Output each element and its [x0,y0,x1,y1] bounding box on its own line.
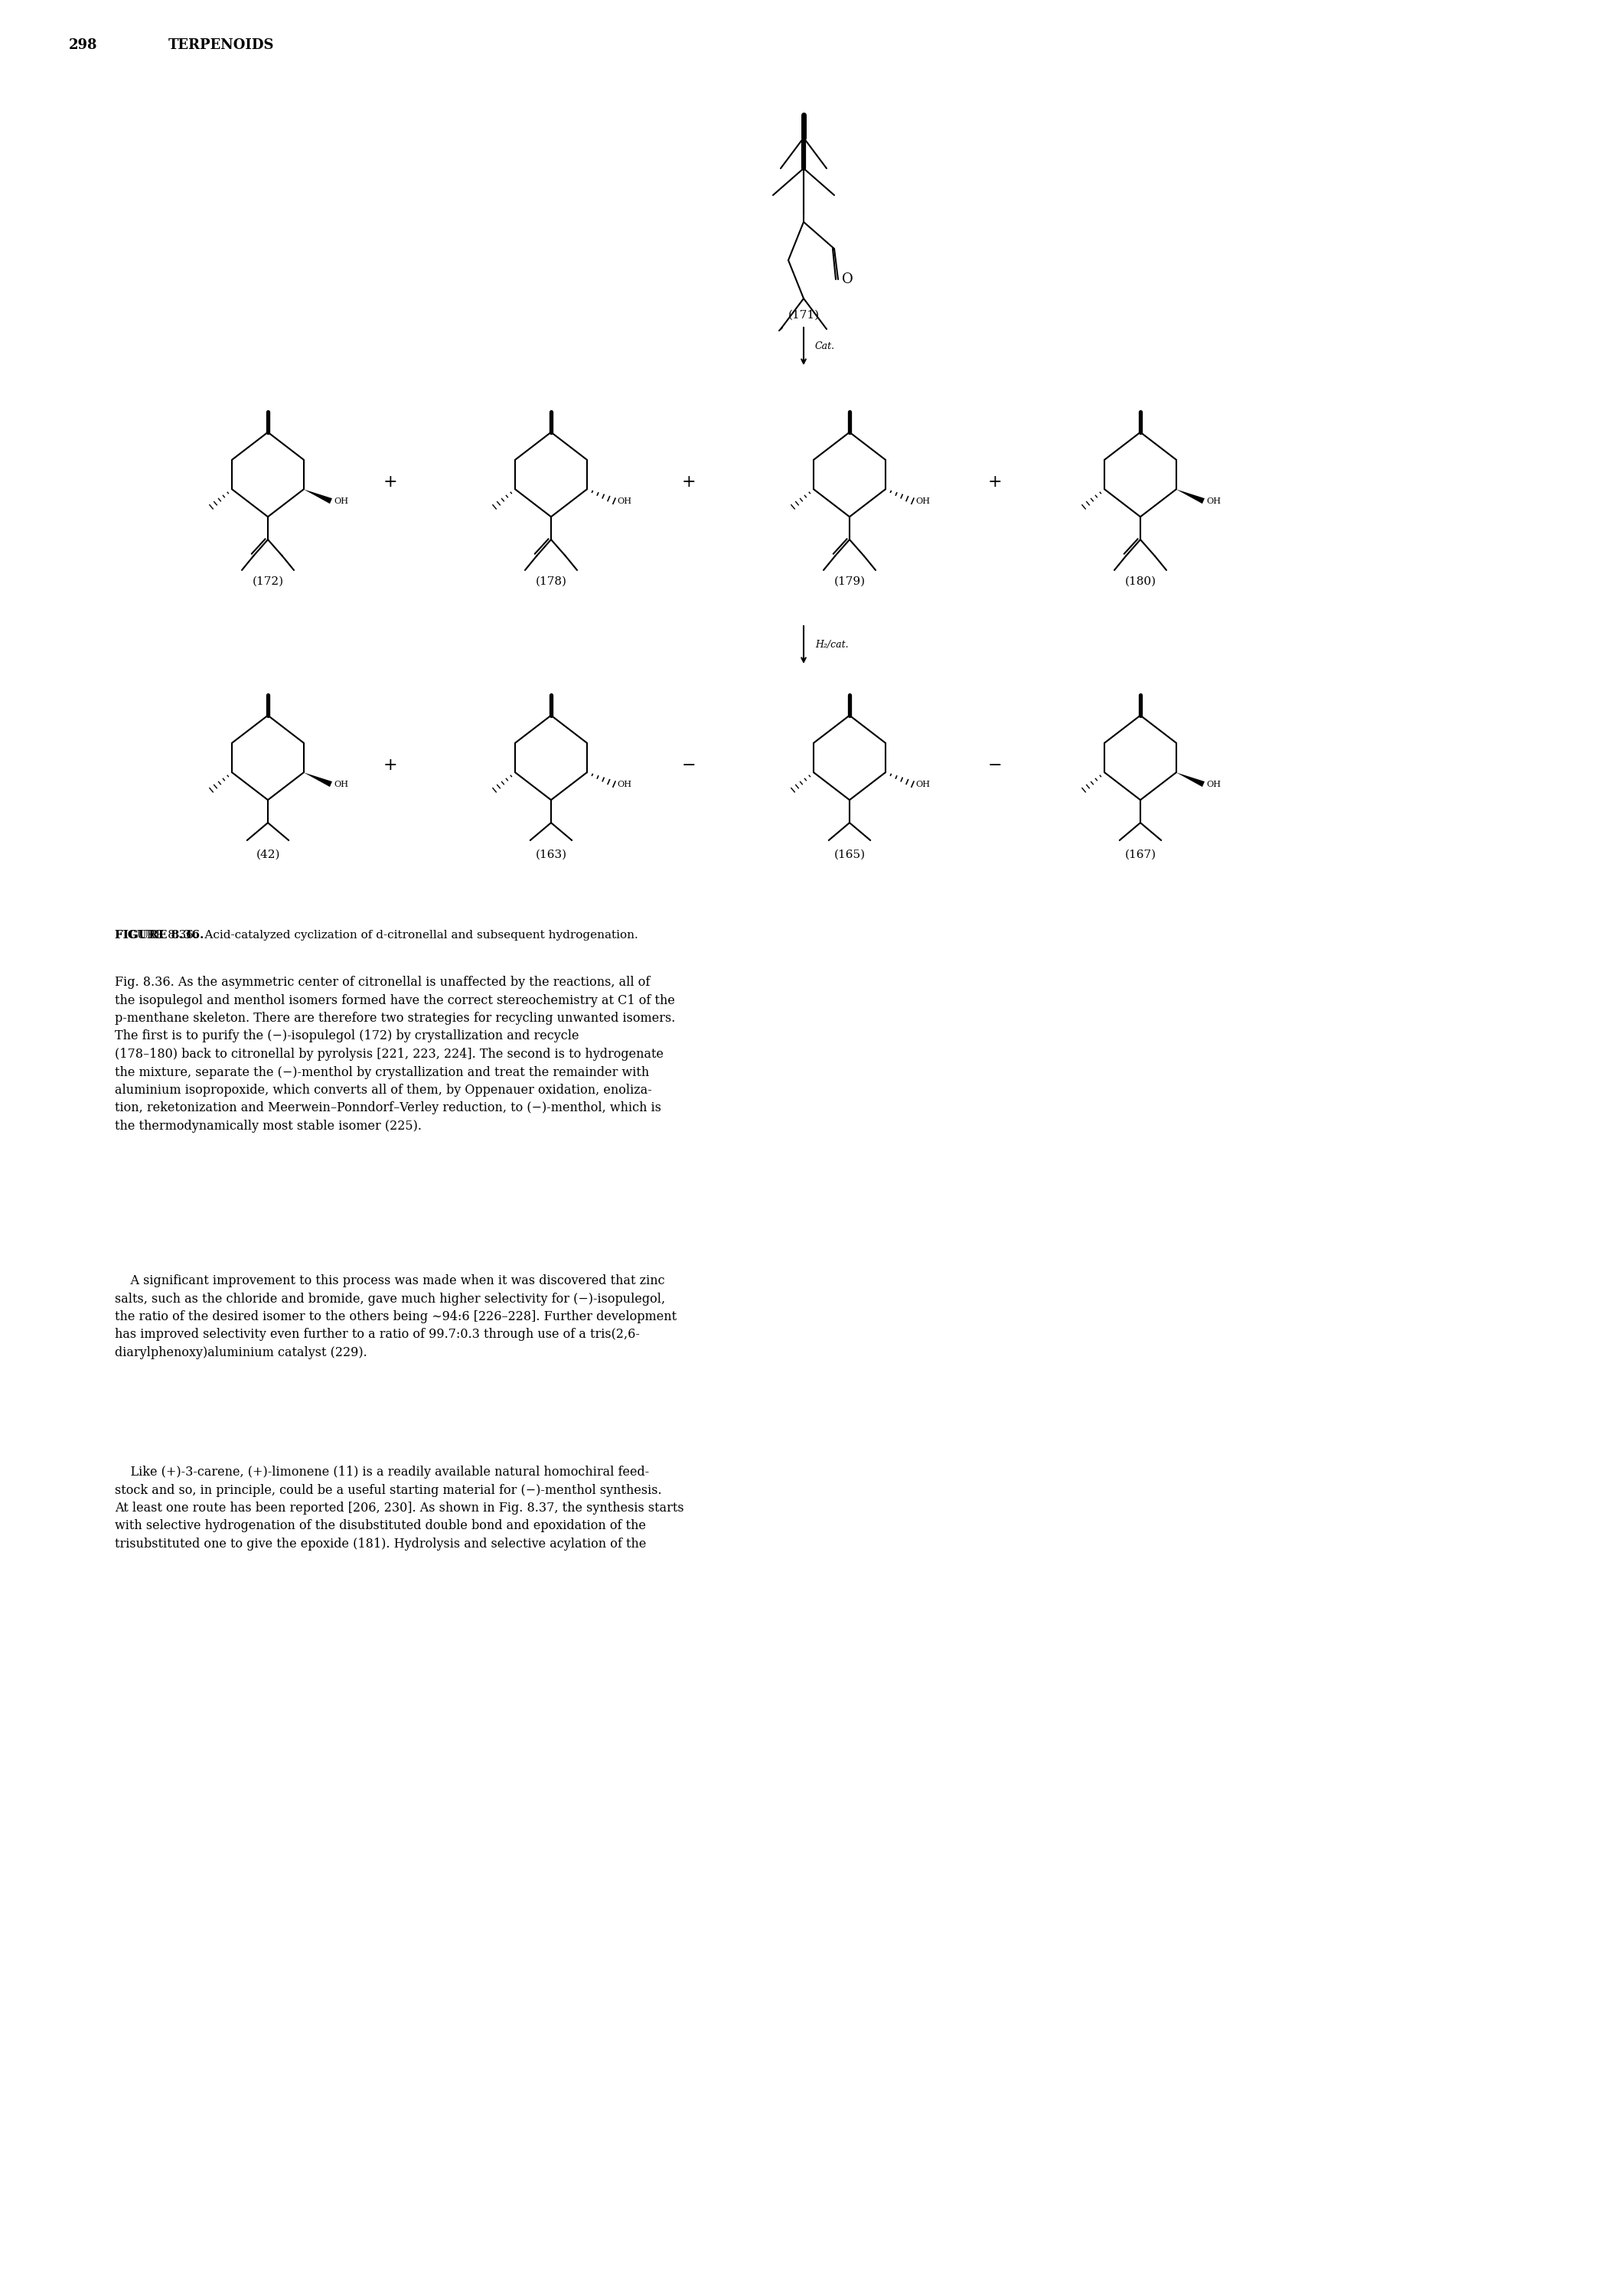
Text: (165): (165) [835,850,865,861]
Text: 298: 298 [69,39,98,53]
Polygon shape [304,771,333,788]
Text: (171): (171) [788,310,820,321]
Text: +: + [682,473,696,491]
Text: FIGURE 8.36.: FIGURE 8.36. [114,930,204,941]
Text: Fig. 8.36. As the asymmetric center of citronellal is unaffected by the reaction: Fig. 8.36. As the asymmetric center of c… [114,976,675,1132]
Text: OH: OH [617,781,632,788]
Text: A significant improvement to this process was made when it was discovered that z: A significant improvement to this proces… [114,1274,677,1359]
Text: Cat.: Cat. [815,342,835,351]
Text: OH: OH [334,498,349,505]
Text: OH: OH [1206,781,1220,788]
Text: +: + [383,473,397,491]
Text: TERPENOIDS: TERPENOIDS [169,39,275,53]
Text: OH: OH [334,781,349,788]
Text: (172): (172) [252,576,283,588]
Text: OH: OH [917,498,931,505]
Text: H₂/cat.: H₂/cat. [815,641,849,650]
Text: (180): (180) [1124,576,1156,588]
Text: OH: OH [917,781,931,788]
Text: Like (+)-3-carene, (+)-limonene (11) is a readily available natural homochiral f: Like (+)-3-carene, (+)-limonene (11) is … [114,1465,683,1550]
Text: +: + [987,473,1002,491]
Text: −: − [682,758,696,774]
Text: (179): (179) [835,576,865,588]
Text: OH: OH [617,498,632,505]
Text: (42): (42) [256,850,280,861]
Text: (163): (163) [535,850,566,861]
Text: FIGURE 8.36.  Acid-catalyzed cyclization of d-citronellal and subsequent hydroge: FIGURE 8.36. Acid-catalyzed cyclization … [114,930,638,941]
Text: +: + [383,758,397,774]
Text: O: O [843,273,854,287]
Text: (167): (167) [1124,850,1156,861]
Polygon shape [304,489,333,503]
Polygon shape [1175,771,1204,788]
Polygon shape [1175,489,1204,503]
Text: OH: OH [1206,498,1220,505]
Text: (178): (178) [535,576,566,588]
Text: −: − [987,758,1002,774]
